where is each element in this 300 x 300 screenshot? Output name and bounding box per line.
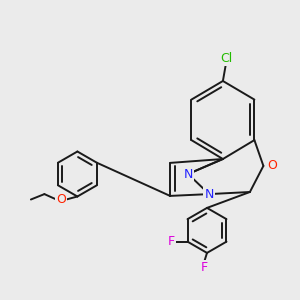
Text: Cl: Cl xyxy=(220,52,232,65)
Text: N: N xyxy=(204,188,214,201)
Text: F: F xyxy=(167,235,175,248)
Text: O: O xyxy=(56,193,66,206)
Text: F: F xyxy=(200,261,208,274)
Text: O: O xyxy=(268,159,277,172)
Text: N: N xyxy=(183,167,193,181)
